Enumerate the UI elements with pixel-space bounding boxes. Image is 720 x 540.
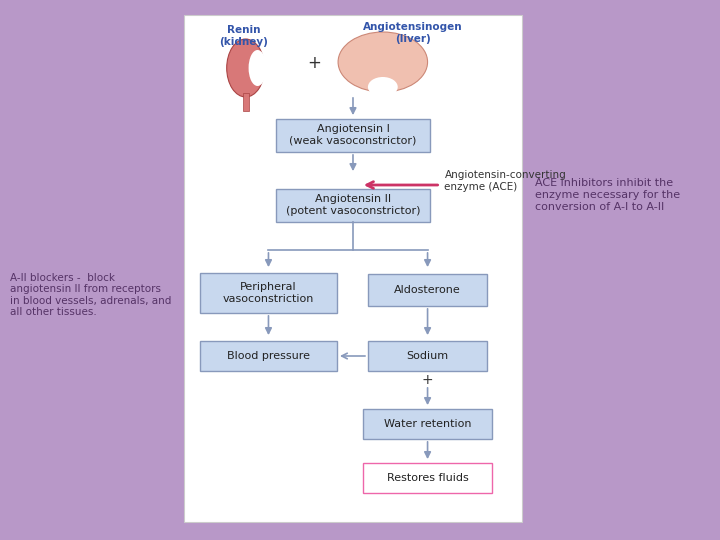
FancyBboxPatch shape	[368, 274, 487, 306]
FancyBboxPatch shape	[200, 273, 337, 313]
Text: Water retention: Water retention	[384, 419, 472, 429]
Text: Sodium: Sodium	[407, 351, 449, 361]
Ellipse shape	[248, 50, 266, 86]
Text: Renin
(kidney): Renin (kidney)	[219, 25, 268, 46]
Text: Restores fluids: Restores fluids	[387, 473, 469, 483]
FancyBboxPatch shape	[200, 341, 337, 371]
FancyBboxPatch shape	[184, 15, 522, 522]
FancyBboxPatch shape	[276, 118, 430, 152]
Ellipse shape	[227, 39, 264, 97]
FancyBboxPatch shape	[363, 463, 492, 493]
Text: Angiotensin II
(potent vasoconstrictor): Angiotensin II (potent vasoconstrictor)	[286, 194, 420, 216]
Text: Angiotensin I
(weak vasoconstrictor): Angiotensin I (weak vasoconstrictor)	[289, 124, 417, 146]
Ellipse shape	[338, 32, 428, 92]
Text: A-II blockers -  block
angiotensin II from receptors
in blood vessels, adrenals,: A-II blockers - block angiotensin II fro…	[10, 273, 171, 318]
Text: +: +	[422, 373, 433, 387]
Text: ACE inhibitors inhibit the
enzyme necessary for the
conversion of A-I to A-II: ACE inhibitors inhibit the enzyme necess…	[535, 178, 680, 212]
Text: +: +	[307, 54, 321, 72]
Text: Peripheral
vasoconstriction: Peripheral vasoconstriction	[222, 282, 314, 304]
FancyBboxPatch shape	[368, 341, 487, 371]
Ellipse shape	[368, 77, 397, 97]
FancyBboxPatch shape	[243, 93, 248, 111]
Text: Angiotensinogen
(liver): Angiotensinogen (liver)	[363, 22, 462, 44]
FancyBboxPatch shape	[276, 188, 430, 221]
FancyBboxPatch shape	[363, 409, 492, 439]
Text: Angiotensin-converting
enzyme (ACE): Angiotensin-converting enzyme (ACE)	[444, 170, 566, 192]
Text: Blood pressure: Blood pressure	[227, 351, 310, 361]
Text: Aldosterone: Aldosterone	[394, 285, 461, 295]
